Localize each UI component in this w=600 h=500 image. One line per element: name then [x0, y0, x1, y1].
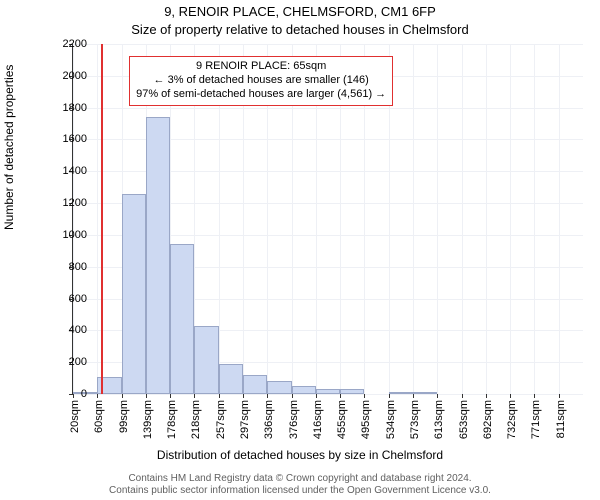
xtick-label: 692sqm	[482, 400, 494, 439]
gridline-h	[73, 44, 583, 45]
ytick-label: 1000	[42, 229, 87, 241]
xtick-mark	[364, 394, 365, 398]
ytick-label: 1600	[42, 133, 87, 145]
histogram-bar	[413, 392, 437, 394]
xtick-label: 257sqm	[215, 400, 227, 439]
xtick-label: 455sqm	[336, 400, 348, 439]
xtick-mark	[170, 394, 171, 398]
histogram-bar	[146, 117, 170, 394]
xtick-mark	[486, 394, 487, 398]
annotation-line3: 97% of semi-detached houses are larger (…	[136, 88, 386, 102]
ytick-label: 400	[42, 324, 87, 336]
xtick-label: 771sqm	[530, 400, 542, 439]
gridline-v	[73, 44, 74, 394]
y-axis-label: Number of detached properties	[2, 65, 16, 230]
xtick-label: 613sqm	[433, 400, 445, 439]
xtick-mark	[292, 394, 293, 398]
gridline-v	[437, 44, 438, 394]
xtick-label: 376sqm	[288, 400, 300, 439]
xtick-mark	[194, 394, 195, 398]
ytick-label: 1800	[42, 102, 87, 114]
xtick-mark	[462, 394, 463, 398]
xtick-label: 573sqm	[409, 400, 421, 439]
ytick-label: 2200	[42, 38, 87, 50]
gridline-v	[486, 44, 487, 394]
ytick-label: 1400	[42, 165, 87, 177]
xtick-mark	[267, 394, 268, 398]
gridline-v	[534, 44, 535, 394]
gridline-h	[73, 108, 583, 109]
xtick-mark	[340, 394, 341, 398]
gridline-h	[73, 394, 583, 395]
xtick-mark	[243, 394, 244, 398]
xtick-mark	[437, 394, 438, 398]
footer-line2: Contains public sector information licen…	[0, 485, 600, 497]
histogram-bar	[292, 386, 316, 394]
xtick-mark	[122, 394, 123, 398]
xtick-mark	[559, 394, 560, 398]
xtick-mark	[316, 394, 317, 398]
gridline-v	[413, 44, 414, 394]
xtick-label: 218sqm	[190, 400, 202, 439]
xtick-mark	[97, 394, 98, 398]
histogram-bar	[170, 244, 194, 394]
xtick-mark	[413, 394, 414, 398]
histogram-bar	[267, 381, 291, 394]
xtick-mark	[146, 394, 147, 398]
gridline-v	[559, 44, 560, 394]
ytick-label: 600	[42, 293, 87, 305]
histogram-bar	[194, 326, 218, 394]
gridline-v	[510, 44, 511, 394]
ytick-label: 1200	[42, 197, 87, 209]
footer-line1: Contains HM Land Registry data © Crown c…	[0, 473, 600, 485]
page-title-line1: 9, RENOIR PLACE, CHELMSFORD, CM1 6FP	[0, 4, 600, 19]
xtick-label: 178sqm	[166, 400, 178, 439]
xtick-mark	[389, 394, 390, 398]
footer-attribution: Contains HM Land Registry data © Crown c…	[0, 473, 600, 497]
xtick-label: 99sqm	[118, 400, 130, 433]
xtick-label: 653sqm	[458, 400, 470, 439]
ytick-label: 800	[42, 261, 87, 273]
xtick-label: 811sqm	[555, 400, 567, 438]
xtick-mark	[534, 394, 535, 398]
xtick-label: 60sqm	[93, 400, 105, 433]
xtick-label: 139sqm	[142, 400, 154, 439]
xtick-mark	[219, 394, 220, 398]
ytick-label: 2000	[42, 70, 87, 82]
histogram-bar	[316, 389, 340, 394]
xtick-label: 20sqm	[69, 400, 81, 433]
histogram-bar	[122, 194, 146, 394]
xtick-label: 336sqm	[263, 400, 275, 439]
ytick-label: 0	[42, 388, 87, 400]
page-title-line2: Size of property relative to detached ho…	[0, 22, 600, 37]
ytick-label: 200	[42, 356, 87, 368]
x-axis-label: Distribution of detached houses by size …	[0, 448, 600, 462]
xtick-label: 534sqm	[385, 400, 397, 439]
xtick-label: 416sqm	[312, 400, 324, 439]
chart-plot-area: 9 RENOIR PLACE: 65sqm← 3% of detached ho…	[72, 44, 583, 395]
annotation-line2: ← 3% of detached houses are smaller (146…	[136, 74, 386, 88]
histogram-bar	[340, 389, 364, 394]
annotation-line1: 9 RENOIR PLACE: 65sqm	[136, 60, 386, 74]
property-marker-line	[101, 44, 103, 394]
xtick-label: 732sqm	[506, 400, 518, 439]
gridline-v	[97, 44, 98, 394]
annotation-box: 9 RENOIR PLACE: 65sqm← 3% of detached ho…	[129, 56, 393, 105]
xtick-label: 297sqm	[239, 400, 251, 439]
histogram-bar	[389, 392, 413, 394]
xtick-mark	[510, 394, 511, 398]
xtick-label: 495sqm	[360, 400, 372, 439]
gridline-v	[462, 44, 463, 394]
histogram-bar	[243, 375, 267, 394]
histogram-bar	[219, 364, 243, 394]
